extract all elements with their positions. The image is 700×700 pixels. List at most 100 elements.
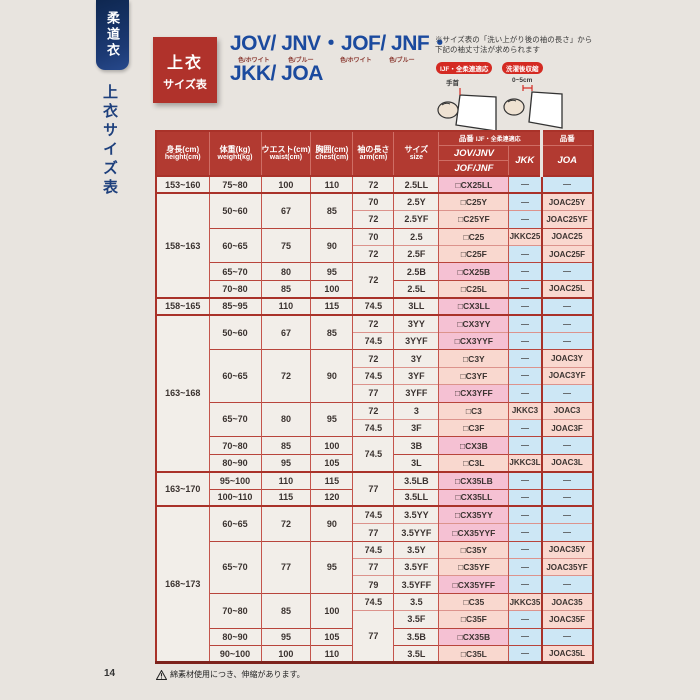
cell-code-jkk: — — [508, 279, 543, 298]
cell-weight: 80~90 — [208, 627, 262, 646]
cell-waist: 67 — [260, 314, 312, 350]
cell-size: 3.5Y — [393, 540, 440, 559]
table-row: 72 2.5YF □C25YF — JOAC25YF — [156, 210, 594, 229]
cell-waist: 72 — [260, 505, 312, 542]
cell-code-jov-jnv: □C25L — [438, 279, 510, 298]
cell-code-jkk: — — [508, 296, 543, 316]
cell-height: 158~163 — [155, 192, 210, 298]
sidebar-tab-judogi: 柔道衣 — [96, 0, 129, 70]
table-row: 163~168 50~60 67 85 72 3YY □CX3YY — — — [155, 314, 594, 472]
cell-arm: 77 — [352, 470, 395, 507]
cell-code-jov-jnv: □C35F — [438, 610, 510, 629]
cell-code-jkk: — — [508, 488, 543, 507]
product-group-header-joa: 品番 — [540, 130, 594, 146]
cell-waist: 115 — [260, 488, 312, 507]
cell-code-jkk: — — [508, 645, 543, 663]
cell-arm: 74.5 — [352, 436, 395, 472]
cell-chest: 100 — [310, 436, 354, 455]
cell-size: 3.5YY — [393, 505, 440, 524]
size-note: ※サイズ表の「洗い上がり後の袖の長さ」から 下記の袖丈寸法が求められます — [435, 35, 592, 55]
cell-code-jkk: — — [508, 245, 543, 263]
cell-code-jov-jnv: □CX3LL — [438, 296, 510, 316]
cell-size: 3B — [393, 436, 440, 455]
cell-chest: 95 — [310, 540, 354, 594]
cell-code-jov-jnv: □CX25B — [438, 262, 510, 281]
cell-code-joa: — — [540, 174, 594, 194]
table-row: 77 3.5F □C35F — JOAC35F — [156, 610, 594, 663]
cell-chest: 105 — [310, 453, 354, 472]
cell-size: 3F — [393, 418, 440, 437]
cell-arm: 77 — [352, 384, 395, 403]
cell-size: 2.5 — [393, 227, 440, 246]
section-badge-line2: サイズ表 — [163, 78, 207, 91]
cell-code-joa: — — [540, 627, 594, 646]
warning-icon — [156, 669, 167, 680]
page-title-line2: JKK/ JOA — [230, 62, 323, 85]
table-row: 163~170 95~100 110 115 77 3.5LB □CX35LB — — — [155, 470, 594, 507]
size-table-header: 身長(cm) height(cm) 体重(kg) weight(kg) ウエスト(c… — [155, 130, 594, 177]
cell-code-joa: JOAC3F — [540, 418, 594, 437]
table-row: 74.5 3YF □C3YF — JOAC3YF — [156, 366, 594, 385]
cell-code-jov-jnv: □CX35YYF — [438, 523, 510, 542]
cell-size: 2.5YF — [393, 210, 440, 229]
table-row: 79 3.5YFF □CX35YFF — — — [156, 575, 594, 594]
cell-code-jkk: — — [508, 314, 543, 333]
cell-code-jkk: — — [508, 558, 543, 576]
cell-size: 3LL — [393, 296, 440, 316]
shrink-badge: 洗濯後収縮 — [502, 62, 543, 74]
table-row: 65~70 80 95 72 2.5B □CX25B — — — [156, 262, 594, 298]
cell-code-jkk: JKKC3 — [508, 401, 543, 420]
cell-weight: 70~80 — [208, 592, 262, 629]
sleeve-diagram-ijf: IJF・全柔連適応 手首 — [436, 58, 498, 140]
cell-code-jov-jnv: □C35 — [438, 592, 510, 611]
cell-code-jov-jnv: □CX35LB — [438, 470, 510, 490]
color-label-jnv: 色/ブルー — [288, 58, 314, 64]
cell-chest: 100 — [310, 592, 354, 629]
cell-code-jov-jnv: □CX35B — [438, 627, 510, 646]
cell-code-jkk: JKKC3L — [508, 453, 543, 472]
cell-arm: 74.5 — [352, 366, 395, 385]
cell-code-jov-jnv: □C25Y — [438, 192, 510, 211]
cell-arm: 72 — [352, 210, 395, 229]
col-header-joa: JOA — [540, 145, 594, 177]
cell-arm: 74.5 — [352, 592, 395, 611]
cell-code-jkk: — — [508, 366, 543, 385]
cell-weight: 70~80 — [208, 436, 262, 455]
col-header-jkk: JKK — [508, 145, 543, 177]
cell-code-jov-jnv: □CX3YY — [438, 314, 510, 333]
product-group-header-ijf: 品番 IJF・全柔連適応 — [438, 130, 543, 146]
cell-weight: 65~70 — [208, 540, 262, 594]
cell-code-jkk: — — [508, 174, 543, 194]
shrink-range-label: 0~5cm — [512, 77, 533, 84]
cell-code-jov-jnv: □C25YF — [438, 210, 510, 229]
cell-chest: 90 — [310, 227, 354, 263]
cell-weight: 90~100 — [208, 645, 262, 663]
cell-arm: 72 — [352, 262, 395, 298]
col-header-size: サイズ size — [393, 130, 440, 177]
cell-arm: 77 — [352, 558, 395, 576]
cell-arm: 77 — [352, 610, 395, 663]
table-row: 77 3.5YYF □CX35YYF — — — [156, 523, 594, 542]
table-row: 77 3.5YF □C35YF — JOAC35YF — [156, 558, 594, 576]
color-label-jov: 色/ホワイト — [238, 58, 270, 64]
table-row: 100~110 115 120 3.5LL □CX35LL — — — [156, 488, 594, 507]
cell-waist: 77 — [260, 540, 312, 594]
cell-code-joa: JOAC25L — [540, 279, 594, 298]
page-number: 14 — [104, 668, 116, 679]
color-label-jnf: 色/ブルー — [389, 58, 415, 64]
cell-size: 3.5B — [393, 627, 440, 646]
size-table: 身長(cm) height(cm) 体重(kg) weight(kg) ウエスト(c… — [155, 130, 594, 665]
footer-note: 綿素材使用につき、伸縮があります。 — [156, 669, 305, 680]
cell-waist: 110 — [260, 470, 312, 490]
cell-code-jkk: — — [508, 418, 543, 437]
cell-waist: 85 — [260, 279, 312, 298]
cell-weight: 80~90 — [208, 453, 262, 472]
table-row: 158~163 50~60 67 85 70 2.5Y □C25Y — JOAC25Y — [155, 192, 594, 298]
cell-code-joa: — — [540, 262, 594, 281]
cell-code-jkk: — — [508, 523, 543, 542]
cell-chest: 95 — [310, 401, 354, 437]
cell-code-joa: — — [540, 488, 594, 507]
cell-code-jkk: — — [508, 627, 543, 646]
table-row: 65~70 77 95 74.5 3.5Y □C35Y — JOAC35Y — [156, 540, 594, 594]
cell-arm: 77 — [352, 523, 395, 542]
